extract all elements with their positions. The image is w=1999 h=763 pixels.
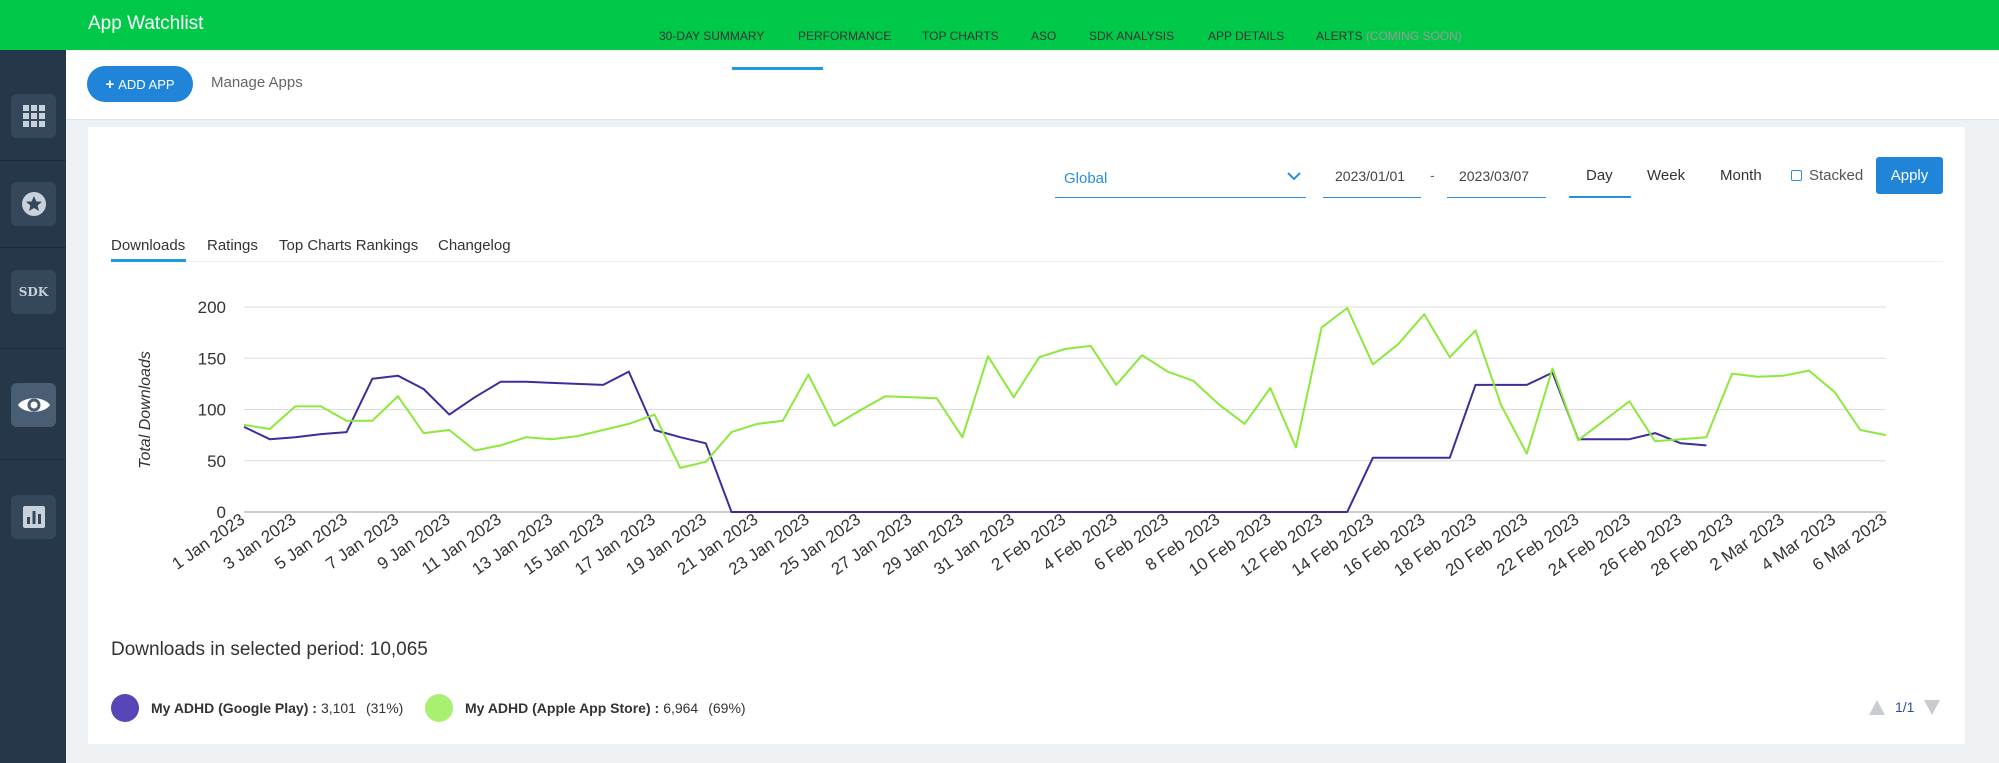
star-icon <box>21 192 46 216</box>
toolbar: + ADD APP Manage Apps <box>66 50 1999 120</box>
stacked-checkbox[interactable] <box>1791 170 1802 181</box>
tab-app-details[interactable]: APP DETAILS <box>1208 29 1285 43</box>
tab-top-charts[interactable]: TOP CHARTS <box>922 29 999 43</box>
tab-alerts-label: ALERTS <box>1316 29 1363 43</box>
apps-grid-icon <box>22 105 45 127</box>
region-select-value: Global <box>1064 170 1108 187</box>
sidebar-item-reports[interactable] <box>11 495 56 539</box>
tab-performance[interactable]: PERFORMANCE <box>798 29 892 43</box>
eye-icon <box>17 398 50 412</box>
subtab-changelog[interactable]: Changelog <box>438 237 511 254</box>
legend-pager: 1/1 <box>1869 699 1941 715</box>
date-separator: - <box>1430 167 1435 183</box>
bar-chart-icon <box>22 506 45 528</box>
sidebar: SDK <box>0 50 66 763</box>
sidebar-item-watchlist[interactable] <box>11 383 56 427</box>
series-line-1 <box>243 307 1887 469</box>
top-bar: App Watchlist <box>0 0 1999 50</box>
page-down-icon[interactable] <box>1924 699 1941 715</box>
y-tick-label: 200 <box>198 298 226 317</box>
coming-soon-label: (COMING SOON) <box>1365 29 1462 43</box>
active-subtab-indicator <box>111 259 186 262</box>
tab-30-day-summary[interactable]: 30-DAY SUMMARY <box>659 29 765 43</box>
downloads-total: Downloads in selected period: 10,065 <box>111 639 428 660</box>
plus-icon: + <box>105 75 115 93</box>
period-month-button[interactable]: Month <box>1720 167 1762 184</box>
legend-series-name: My ADHD (Apple App Store) : <box>465 700 660 716</box>
active-period-indicator <box>1569 196 1631 198</box>
tab-alerts[interactable]: ALERTS (COMING SOON) <box>1316 29 1462 43</box>
legend-series-value: 3,101 <box>320 700 356 716</box>
start-date-field[interactable]: 2023/01/01 <box>1323 160 1421 198</box>
subtab-top-charts-rankings[interactable]: Top Charts Rankings <box>279 237 419 254</box>
sidebar-item-favorites[interactable] <box>11 182 56 226</box>
sdk-icon: SDK <box>18 285 49 299</box>
y-tick-label: 100 <box>198 401 226 420</box>
page-up-icon[interactable] <box>1869 699 1885 715</box>
legend-item-google-play[interactable]: My ADHD (Google Play) : 3,101 (31%) <box>111 694 403 722</box>
sidebar-item-sdk[interactable]: SDK <box>11 270 56 314</box>
legend-series-name: My ADHD (Google Play) : <box>151 700 317 716</box>
apply-button[interactable]: Apply <box>1876 157 1943 194</box>
region-select[interactable]: Global <box>1055 160 1306 198</box>
chevron-down-icon <box>1287 172 1301 181</box>
manage-apps-link[interactable]: Manage Apps <box>211 74 303 91</box>
legend-item-app-store[interactable]: My ADHD (Apple App Store) : 6,964 (69%) <box>425 694 746 722</box>
sidebar-divider <box>0 348 66 349</box>
add-app-button[interactable]: + ADD APP <box>87 66 193 102</box>
sidebar-item-apps[interactable] <box>11 94 56 138</box>
sidebar-divider <box>0 247 66 248</box>
subtab-downloads[interactable]: Downloads <box>111 237 186 254</box>
sidebar-divider <box>0 160 66 161</box>
sidebar-divider <box>0 459 66 460</box>
page-indicator: 1/1 <box>1895 699 1915 715</box>
subtab-ratings[interactable]: Ratings <box>207 237 258 254</box>
legend-series-value: 6,964 <box>663 700 699 716</box>
legend-swatch <box>111 694 139 722</box>
series-line-0 <box>243 370 1707 513</box>
active-tab-indicator <box>732 67 823 70</box>
legend-swatch <box>425 694 453 722</box>
end-date-field[interactable]: 2023/03/07 <box>1447 160 1546 198</box>
subtab-divider <box>111 261 1943 262</box>
legend-series-percent: (69%) <box>708 700 746 716</box>
period-week-button[interactable]: Week <box>1647 167 1686 184</box>
tab-aso[interactable]: ASO <box>1031 29 1057 43</box>
y-axis-label: Total Downloads <box>137 351 154 469</box>
y-tick-label: 150 <box>198 349 226 368</box>
legend-series-percent: (31%) <box>365 700 404 716</box>
stacked-label: Stacked <box>1809 167 1864 184</box>
tab-sdk-analysis[interactable]: SDK ANALYSIS <box>1089 29 1175 43</box>
app-title: App Watchlist <box>88 13 204 34</box>
period-day-button[interactable]: Day <box>1586 167 1613 184</box>
y-tick-label: 50 <box>207 452 226 471</box>
y-tick-label: 0 <box>217 503 226 522</box>
add-app-label: ADD APP <box>118 76 175 92</box>
